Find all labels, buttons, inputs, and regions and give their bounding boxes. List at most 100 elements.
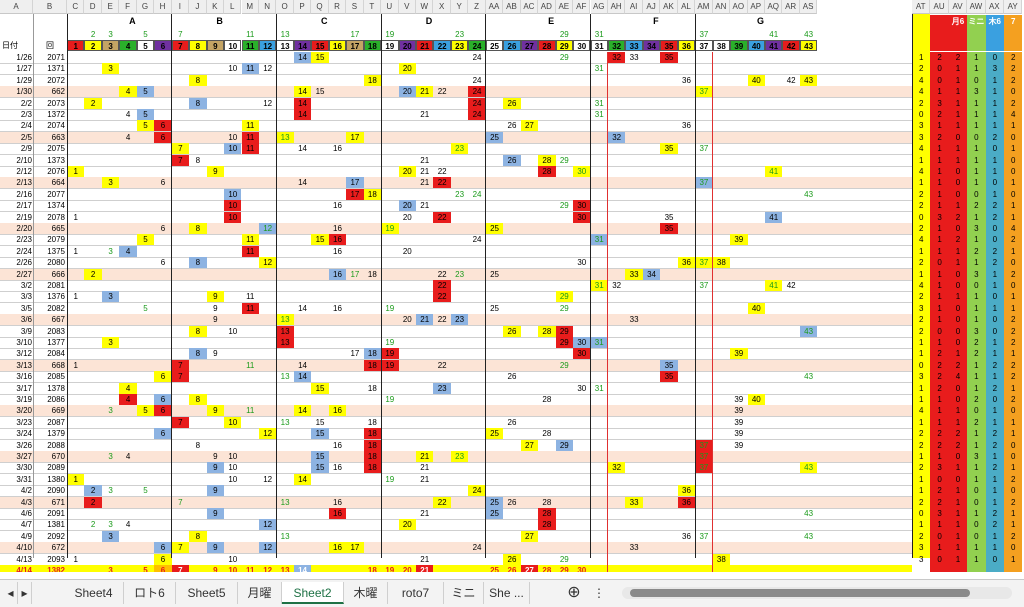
number-cell[interactable]: 29: [555, 337, 574, 348]
kai-cell[interactable]: 2071: [47, 53, 65, 62]
header-number-cell[interactable]: 33: [625, 40, 643, 51]
number-cell[interactable]: 10: [224, 188, 242, 200]
number-cell[interactable]: 1: [73, 554, 78, 564]
summary-count-cell[interactable]: 1: [992, 406, 998, 416]
summary-count-cell[interactable]: 0: [955, 326, 961, 336]
kai-cell[interactable]: 1371: [47, 64, 65, 74]
summary-count-cell[interactable]: 2: [937, 360, 942, 370]
number-cell[interactable]: 16: [333, 497, 342, 507]
summary-count-cell[interactable]: 0: [1010, 406, 1016, 416]
summary-count-cell[interactable]: 1: [955, 417, 961, 427]
summary-count-cell[interactable]: 1: [937, 395, 942, 404]
date-cell[interactable]: 3/27: [16, 452, 32, 461]
date-cell[interactable]: 2/9: [20, 144, 32, 154]
date-cell[interactable]: 3/16: [16, 372, 32, 382]
header-number-cell[interactable]: 25: [485, 40, 504, 51]
summary-count-cell[interactable]: 2: [1010, 75, 1016, 85]
summary-count-cell[interactable]: 1: [992, 98, 998, 108]
summary-count-cell[interactable]: 0: [974, 520, 979, 530]
date-cell[interactable]: 2/5: [20, 132, 32, 142]
summary-count-cell[interactable]: 1: [992, 474, 998, 484]
number-cell[interactable]: 23: [450, 451, 469, 462]
number-cell[interactable]: 18: [367, 269, 377, 279]
summary-count-cell[interactable]: 0: [955, 178, 961, 188]
summary-count-cell[interactable]: 0: [974, 531, 979, 541]
summary-header[interactable]: ミニ: [967, 15, 986, 51]
number-cell[interactable]: 9: [213, 349, 218, 359]
number-cell[interactable]: 40: [747, 302, 765, 314]
number-cell[interactable]: 43: [804, 372, 814, 382]
number-cell[interactable]: 7: [171, 371, 190, 383]
date-cell[interactable]: 2/27: [16, 269, 32, 279]
summary-count-cell[interactable]: 0: [937, 75, 942, 85]
date-cell[interactable]: 4/14: [16, 566, 32, 572]
number-cell[interactable]: 8: [189, 223, 207, 234]
number-cell[interactable]: 33: [629, 53, 639, 62]
number-cell[interactable]: 10: [228, 474, 238, 484]
number-cell[interactable]: 32: [607, 52, 626, 63]
summary-count-cell[interactable]: 1: [937, 189, 942, 199]
column-header[interactable]: Y: [450, 0, 469, 14]
number-cell[interactable]: 15: [311, 462, 329, 474]
number-cell[interactable]: 12: [263, 474, 273, 484]
number-cell[interactable]: 19: [381, 223, 399, 234]
header-number-cell[interactable]: 36: [677, 40, 696, 51]
number-cell[interactable]: 4: [119, 394, 137, 405]
summary-count-cell[interactable]: 2: [992, 212, 998, 222]
header-number-cell[interactable]: 32: [607, 40, 626, 51]
number-cell[interactable]: 26: [503, 325, 521, 337]
summary-count-cell[interactable]: 4: [1010, 110, 1016, 119]
number-cell[interactable]: 21: [416, 451, 434, 462]
number-cell[interactable]: 43: [799, 462, 818, 474]
number-cell[interactable]: 18: [363, 188, 382, 200]
summary-count-cell[interactable]: 0: [992, 53, 998, 62]
summary-count-cell[interactable]: 1: [918, 417, 924, 427]
number-cell[interactable]: 3: [108, 246, 113, 256]
summary-count-cell[interactable]: 1: [918, 452, 924, 461]
summary-count-cell[interactable]: 1: [1010, 520, 1016, 530]
number-cell[interactable]: 26: [507, 121, 517, 131]
date-cell[interactable]: 2/3: [20, 110, 32, 119]
header-number-cell[interactable]: 22: [433, 40, 451, 51]
summary-count-cell[interactable]: 1: [937, 338, 942, 347]
number-cell[interactable]: 6: [154, 394, 172, 405]
number-cell[interactable]: 11: [241, 234, 259, 246]
summary-count-cell[interactable]: 1: [955, 497, 961, 507]
number-cell[interactable]: 21: [420, 178, 430, 188]
number-cell[interactable]: 20: [402, 246, 412, 256]
number-cell[interactable]: 40: [747, 74, 765, 86]
sheet-tab[interactable]: 月曜: [238, 582, 282, 604]
summary-count-cell[interactable]: 1: [1010, 178, 1016, 188]
number-cell[interactable]: 34: [642, 268, 661, 280]
kai-cell[interactable]: 1377: [47, 338, 65, 347]
number-cell[interactable]: 10: [228, 463, 238, 473]
summary-count-cell[interactable]: 2: [955, 212, 961, 222]
number-cell[interactable]: 37: [699, 281, 709, 290]
summary-count-cell[interactable]: 1: [974, 360, 979, 370]
summary-count-cell[interactable]: [912, 565, 930, 572]
number-cell[interactable]: 16: [333, 440, 342, 450]
sheet-tab[interactable]: ミニ: [444, 582, 484, 604]
summary-count-cell[interactable]: 2: [918, 531, 924, 541]
summary-count-cell[interactable]: 1: [937, 224, 942, 233]
number-cell[interactable]: 13: [276, 314, 294, 326]
summary-count-cell[interactable]: 1: [1010, 383, 1016, 393]
add-sheet-button[interactable]: ⊕: [567, 584, 581, 601]
column-header[interactable]: Q: [311, 0, 329, 14]
header-number-cell[interactable]: 15: [311, 40, 329, 51]
summary-count-cell[interactable]: 2: [955, 429, 961, 439]
summary-count-cell[interactable]: 1: [918, 486, 924, 496]
column-header[interactable]: AO: [730, 0, 748, 14]
number-cell[interactable]: 22: [437, 269, 447, 279]
summary-count-cell[interactable]: 2: [1010, 360, 1016, 370]
column-header[interactable]: U: [381, 0, 399, 14]
number-cell[interactable]: 35: [660, 52, 678, 63]
summary-count-cell[interactable]: 1: [974, 383, 979, 393]
summary-count-cell[interactable]: 2: [974, 338, 979, 347]
number-cell[interactable]: 10: [228, 554, 238, 564]
number-cell[interactable]: 22: [433, 177, 451, 189]
number-cell[interactable]: 22: [437, 167, 447, 176]
summary-count-cell[interactable]: 2: [974, 201, 979, 211]
summary-count-cell[interactable]: 1: [937, 269, 942, 279]
sheet-tab[interactable]: roto7: [388, 582, 444, 604]
